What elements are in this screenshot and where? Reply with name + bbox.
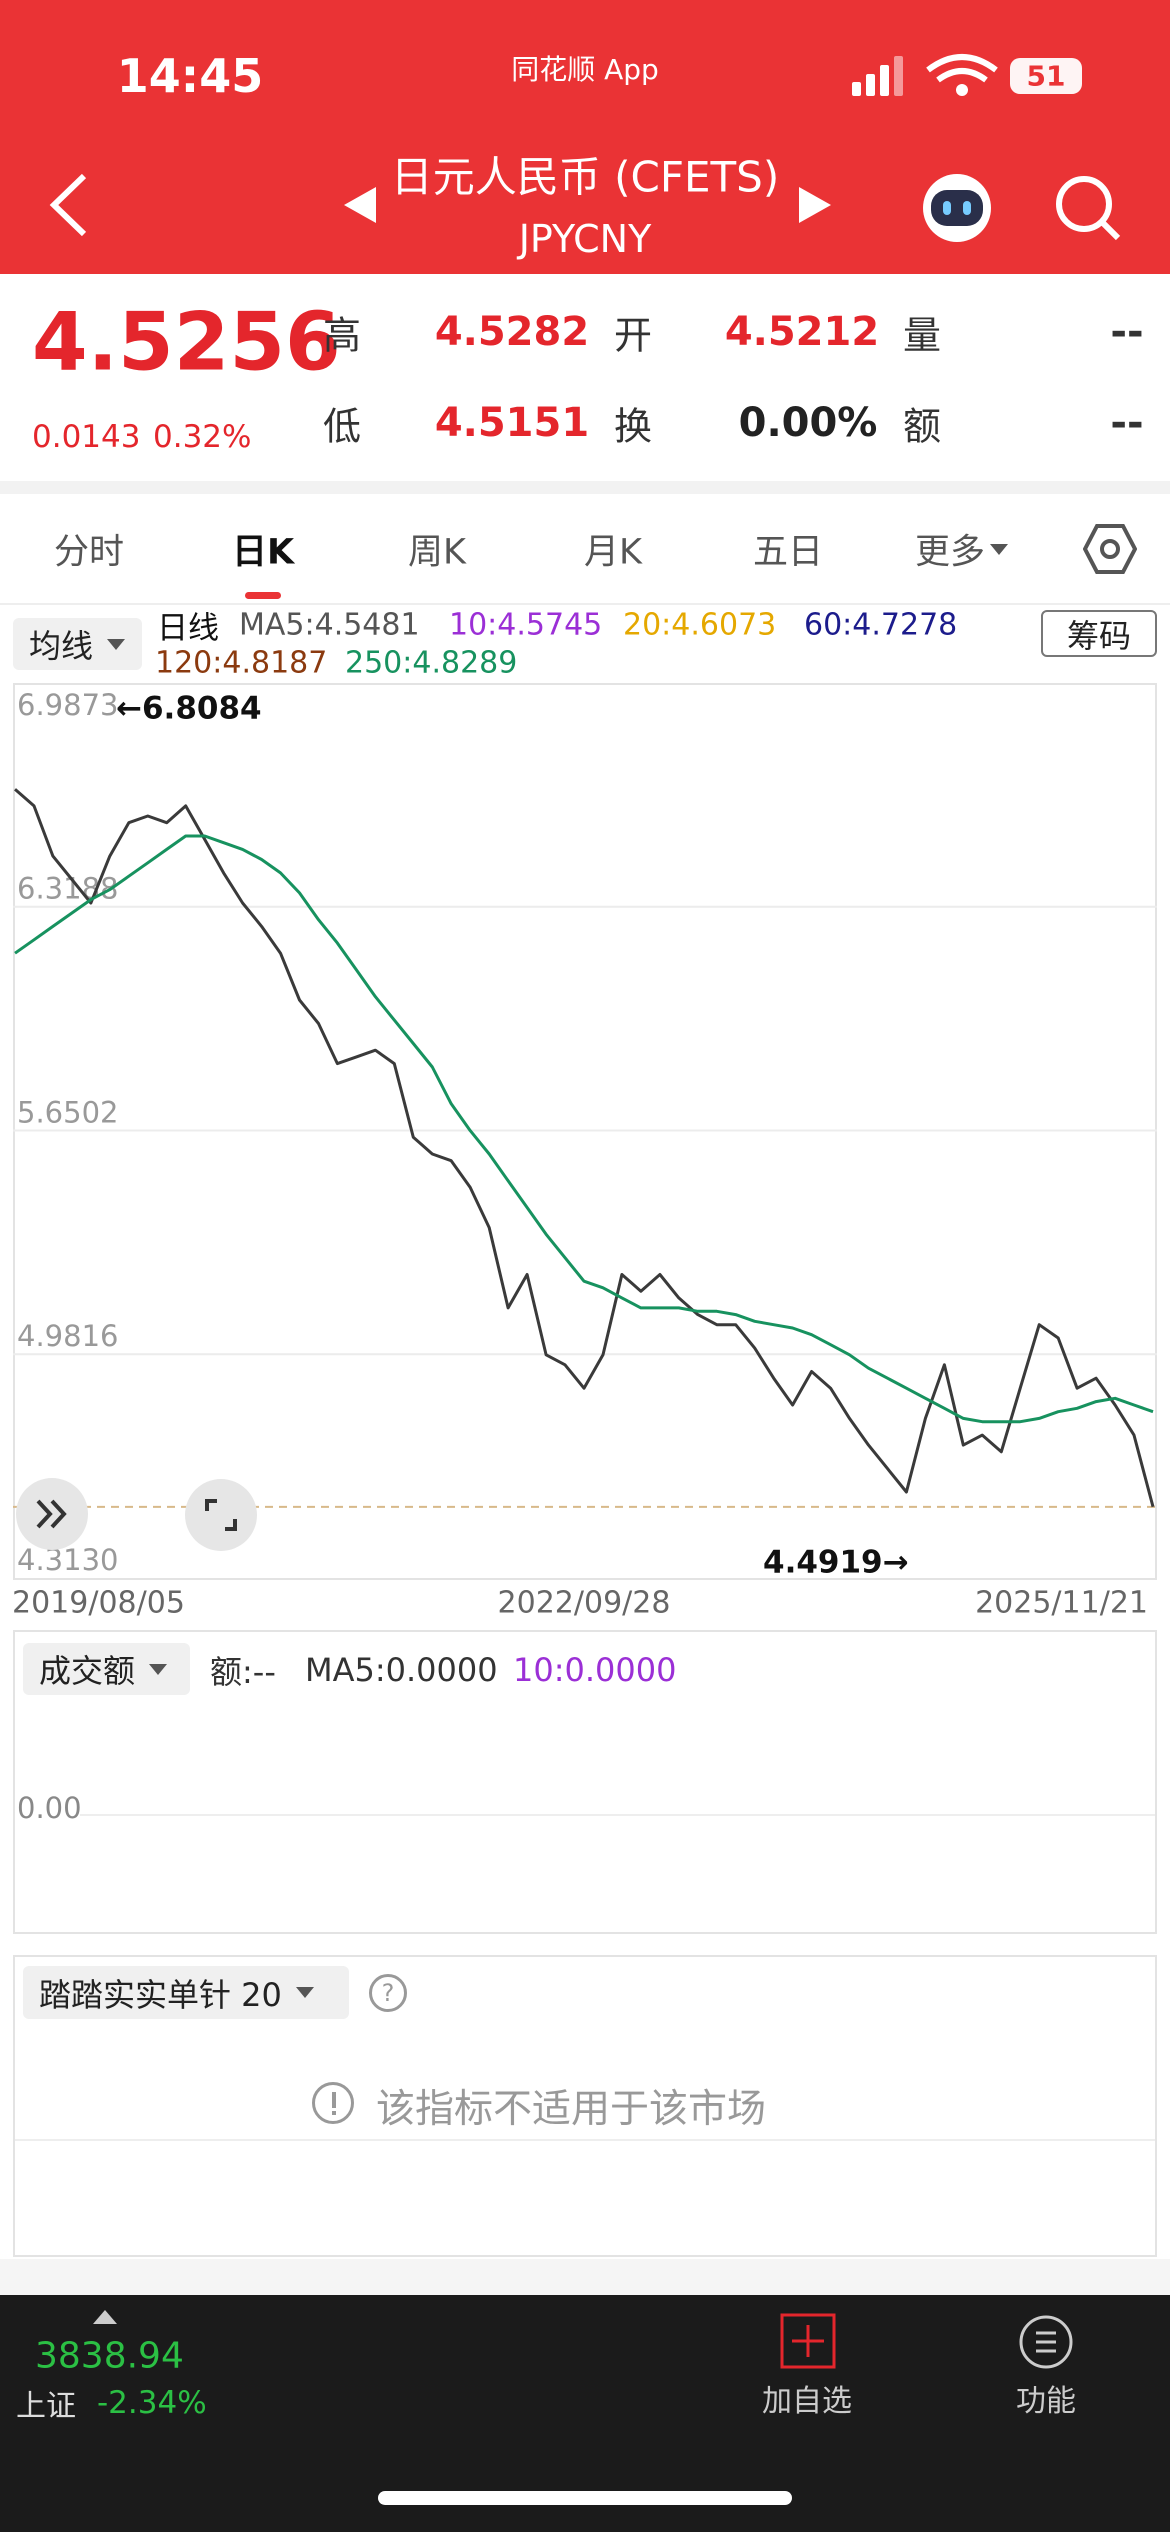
divider <box>15 2139 1155 2141</box>
chart-frame <box>13 683 1157 1580</box>
search-button[interactable] <box>1050 170 1126 246</box>
fullscreen-icon <box>205 1499 237 1531</box>
index-value: 3838.94 <box>35 2335 184 2377</box>
battery <box>1010 58 1082 94</box>
menu-icon[interactable] <box>1018 2314 1074 2370</box>
tab[interactable]: 月K <box>584 532 642 573</box>
ma-legend-item: 10:4.5745 <box>449 607 603 643</box>
status-icons <box>852 54 998 96</box>
tab-caret <box>990 544 1008 555</box>
ma-legend-item: MA5:4.5481 <box>239 607 420 643</box>
period-label: 日线 <box>157 610 219 647</box>
robot-button[interactable] <box>917 168 997 244</box>
index-change: -2.34% <box>97 2385 207 2421</box>
x-tick-label: 2022/09/28 <box>498 1586 671 1621</box>
tab-active[interactable]: 日K <box>231 532 295 573</box>
status-time: 14:45 <box>116 49 264 103</box>
tab[interactable]: 分时 <box>53 532 125 573</box>
status-app: 同花顺 App <box>511 53 659 86</box>
back-button[interactable] <box>40 170 100 240</box>
x-tick-label: 2019/08/05 <box>12 1586 185 1621</box>
chip-button[interactable]: 筹码 <box>1041 610 1157 657</box>
volume-selector[interactable]: 成交额 <box>23 1643 190 1695</box>
chart: 6.9873 6.3188 5.6502 4.9816 4.3130 2019/08/05… <box>12 688 1157 1621</box>
ma-legend-item: 60:4.7278 <box>804 607 958 643</box>
volume-legend-item: MA5:0.0000 <box>305 1651 498 1689</box>
ma-legend-item: 250:4.8289 <box>345 645 518 681</box>
selector-text: 均线 <box>29 627 94 665</box>
x-tick-label: 2025/11/21 <box>975 1586 1148 1621</box>
grid-line <box>80 1814 1155 1816</box>
high-annotation: ←6.8084 <box>116 691 262 727</box>
action-label[interactable]: 功能 <box>1016 2384 1076 2419</box>
tab[interactable]: 更多 <box>914 532 986 573</box>
price-change: 0.0143 <box>32 419 141 455</box>
prev-button[interactable] <box>340 185 380 225</box>
volume-legend-item: 10:0.0000 <box>513 1651 677 1689</box>
selector-text: 成交额 <box>39 1652 136 1690</box>
field-value: -- <box>1110 400 1144 446</box>
y-tick-label: 6.9873 <box>17 688 118 722</box>
volume-tick: 0.00 <box>17 1791 82 1825</box>
volume-frame <box>13 1630 1157 1934</box>
separator <box>0 481 1170 494</box>
field-value: 0.00% <box>738 400 878 446</box>
ma-selector[interactable]: 均线 <box>13 618 142 670</box>
field-label: 换 <box>613 404 653 449</box>
indicator-frame <box>13 1955 1157 2257</box>
separator <box>0 2259 1170 2295</box>
y-tick-label: 5.6502 <box>17 1095 118 1129</box>
indicator-message: 该指标不适用于该市场 <box>376 2087 767 2132</box>
action-label[interactable]: 加自选 <box>762 2384 852 2419</box>
field-label: 低 <box>322 404 362 449</box>
page-subtitle: JPYCNY <box>518 217 652 261</box>
low-annotation: 4.4919→ <box>763 1545 909 1581</box>
add-watch-icon[interactable] <box>780 2313 836 2369</box>
field-label: 量 <box>902 313 942 358</box>
field-label: 开 <box>613 313 653 358</box>
next-button[interactable] <box>795 185 835 225</box>
home-indicator <box>378 2491 792 2505</box>
price-change-pct: 0.32% <box>153 419 252 455</box>
last-price: 4.5256 <box>32 295 341 389</box>
caret <box>149 1663 168 1675</box>
battery-level: 51 <box>1026 59 1066 93</box>
divider <box>0 603 1170 605</box>
tab-indicator <box>245 592 281 599</box>
y-tick-label: 4.3130 <box>17 1543 118 1577</box>
caret <box>295 1987 314 1998</box>
field-value: 4.5282 <box>434 309 590 355</box>
indicator-selector[interactable]: 踏踏实实单针 20 <box>23 1966 349 2019</box>
index-name: 上证 <box>16 2389 76 2424</box>
y-tick-label: 6.3188 <box>17 872 118 906</box>
expand-icon <box>36 1499 67 1529</box>
price-line <box>14 788 1155 1508</box>
caret <box>107 638 126 650</box>
tab[interactable]: 周K <box>408 532 466 573</box>
field-value: -- <box>1110 309 1144 355</box>
ma-legend-item: 120:4.8187 <box>155 645 328 681</box>
field-value: 4.5212 <box>724 309 880 355</box>
volume-legend-item: 额:-- <box>210 1653 276 1691</box>
field-label: 高 <box>322 313 362 358</box>
expand-arrow[interactable] <box>92 2308 118 2326</box>
info-icon <box>312 2082 354 2124</box>
ma-legend-item: 20:4.6073 <box>623 607 777 643</box>
tab[interactable]: 五日 <box>752 532 824 573</box>
y-tick-label: 4.9816 <box>17 1319 118 1353</box>
price-line <box>14 834 1154 1424</box>
selector-text: 踏踏实实单针 20 <box>39 1975 282 2014</box>
help-button[interactable]: ? <box>369 1974 407 2012</box>
field-value: 4.5151 <box>434 400 590 446</box>
page-title: 日元人民币 (CFETS) <box>390 152 780 202</box>
settings-button[interactable] <box>1083 522 1137 576</box>
fullscreen-button[interactable] <box>185 1479 257 1551</box>
field-label: 额 <box>902 404 942 449</box>
